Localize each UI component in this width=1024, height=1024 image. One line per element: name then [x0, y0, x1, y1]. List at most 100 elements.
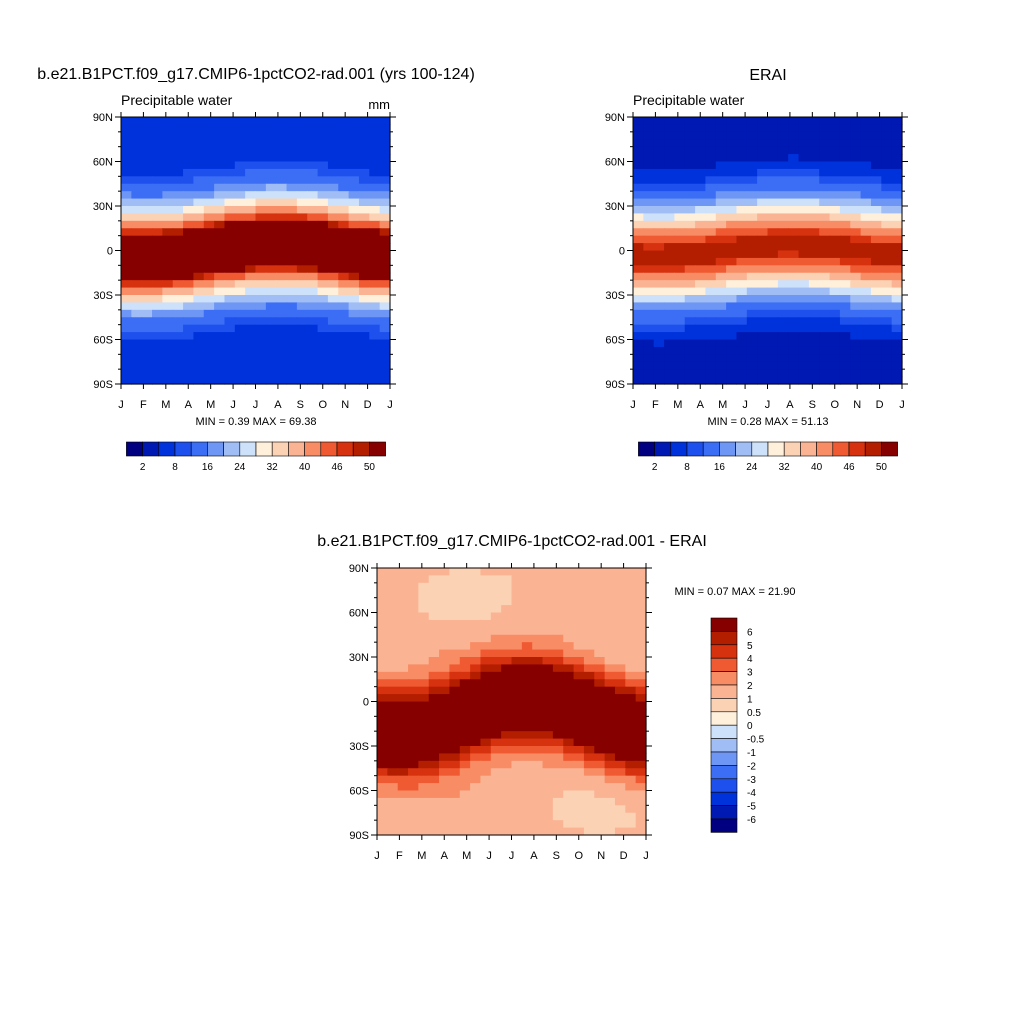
contour-cell	[563, 768, 575, 777]
contour-cell	[635, 679, 647, 688]
contour-cell	[338, 198, 350, 207]
contour-cell	[141, 139, 153, 148]
contour-cell	[594, 649, 606, 658]
contour-cell	[348, 220, 360, 229]
contour-cell	[829, 161, 841, 170]
contour-cell	[705, 176, 717, 185]
contour-cell	[819, 265, 831, 274]
contour-cell	[377, 723, 388, 732]
contour-cell	[798, 332, 810, 341]
contour-cell	[788, 287, 800, 296]
contour-cell	[808, 235, 820, 244]
contour-cell	[131, 191, 143, 200]
contour-cell	[480, 783, 492, 792]
contour-cell	[798, 354, 810, 363]
contour-cell	[777, 213, 789, 222]
contour-cell	[881, 131, 893, 140]
contour-cell	[307, 250, 319, 259]
contour-cell	[674, 354, 686, 363]
contour-cell	[152, 287, 163, 296]
contour-cell	[480, 582, 492, 591]
contour-cell	[358, 183, 370, 192]
contour-cell	[183, 154, 195, 163]
contour-cell	[327, 339, 339, 348]
contour-cell	[542, 642, 554, 651]
contour-cell	[480, 568, 492, 577]
contour-cell	[276, 220, 288, 229]
contour-cell	[286, 265, 298, 274]
contour-cell	[428, 619, 440, 628]
contour-cell	[338, 295, 350, 304]
contour-cell	[726, 146, 738, 155]
contour-cell	[152, 235, 163, 244]
contour-cell	[839, 324, 851, 333]
contour-cell	[408, 805, 419, 814]
contour-cell	[870, 317, 882, 326]
contour-cell	[358, 369, 370, 378]
contour-cell	[183, 376, 195, 385]
contour-cell	[798, 309, 810, 318]
contour-cell	[573, 790, 585, 799]
contour-cell	[674, 250, 686, 259]
contour-cell	[819, 191, 831, 200]
contour-cell	[193, 376, 205, 385]
colorbar-label: 8	[172, 462, 178, 473]
contour-cell	[121, 168, 132, 177]
contour-cell	[829, 332, 841, 341]
contour-cell	[521, 657, 533, 666]
contour-cell	[777, 309, 789, 318]
contour-cell	[808, 191, 820, 200]
contour-cell	[664, 272, 675, 281]
contour-cell	[193, 198, 205, 207]
contour-cell	[695, 265, 707, 274]
contour-cell	[379, 250, 391, 259]
contour-cell	[501, 746, 513, 755]
contour-cell	[501, 812, 513, 821]
contour-cell	[193, 131, 205, 140]
contour-cell	[152, 250, 163, 259]
contour-cell	[695, 213, 707, 222]
difference-stats: MIN = 0.07 MAX = 21.90	[674, 586, 795, 598]
contour-cell	[746, 346, 758, 355]
contour-cell	[296, 324, 308, 333]
contour-cell	[224, 339, 236, 348]
contour-cell	[327, 235, 339, 244]
contour-cell	[377, 627, 388, 636]
contour-cell	[255, 317, 267, 326]
contour-cell	[552, 716, 564, 725]
contour-cell	[387, 612, 399, 621]
contour-cell	[439, 783, 451, 792]
contour-cell	[245, 295, 257, 304]
contour-cell	[490, 708, 502, 717]
contour-cell	[757, 280, 769, 289]
contour-cell	[265, 131, 277, 140]
contour-cell	[788, 324, 800, 333]
contour-cell	[449, 768, 461, 777]
contour-cell	[684, 183, 696, 192]
contour-cell	[307, 332, 319, 341]
contour-cell	[224, 146, 236, 155]
contour-cell	[664, 139, 675, 148]
contour-cell	[214, 280, 226, 289]
colorbar-box	[710, 738, 738, 753]
contour-cell	[162, 131, 174, 140]
contour-cell	[338, 154, 350, 163]
contour-cell	[604, 805, 616, 814]
contour-cell	[418, 582, 430, 591]
contour-cell	[625, 731, 637, 740]
contour-cell	[715, 243, 727, 252]
contour-cell	[788, 191, 800, 200]
contour-cell	[255, 332, 267, 341]
contour-cell	[439, 619, 451, 628]
contour-cell	[583, 820, 595, 829]
contour-cell	[193, 265, 205, 274]
contour-cell	[172, 191, 184, 200]
contour-cell	[348, 139, 360, 148]
contour-cell	[839, 250, 851, 259]
contour-cell	[511, 820, 523, 829]
contour-cell	[152, 228, 163, 237]
contour-cell	[428, 716, 440, 725]
contour-cell	[490, 768, 502, 777]
contour-cell	[265, 206, 277, 215]
contour-cell	[397, 679, 409, 688]
